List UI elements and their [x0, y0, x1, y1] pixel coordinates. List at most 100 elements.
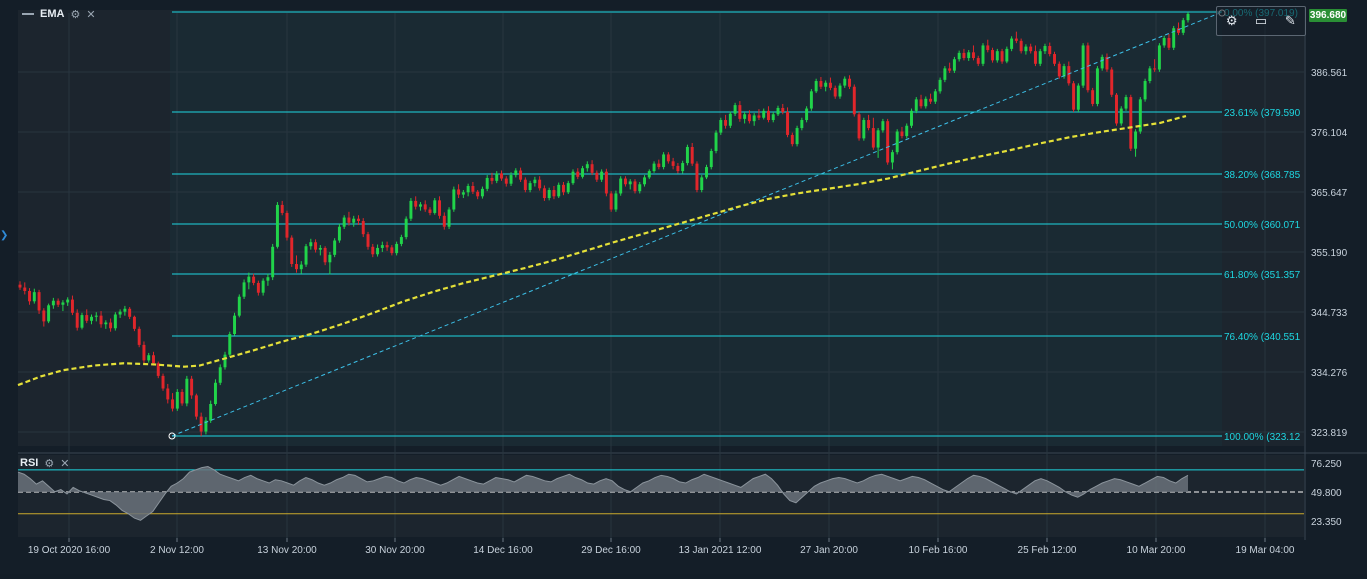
candle-body: [957, 52, 961, 60]
candle-body: [466, 185, 470, 193]
candle-body: [180, 391, 184, 404]
x-tick-label: 29 Dec 16:00: [581, 545, 641, 556]
chevron-right-icon[interactable]: ❯: [0, 230, 9, 241]
candle-body: [967, 52, 971, 59]
candle-body: [547, 190, 551, 199]
candle-body: [80, 315, 84, 328]
settings-icon[interactable]: ⚙: [44, 457, 55, 470]
candle-body: [828, 82, 832, 88]
candle-body: [333, 240, 337, 255]
candle-body: [347, 217, 351, 223]
candle-body: [366, 234, 370, 247]
candle-body: [623, 178, 627, 185]
candle-body: [833, 87, 837, 97]
chart-toolbar: ⚙ ▭ ✎: [1216, 6, 1306, 36]
candle-body: [1057, 63, 1061, 77]
candle-body: [666, 154, 670, 162]
candle-body: [871, 128, 875, 148]
fibonacci-level-label: 50.00% (360.071: [1224, 220, 1301, 231]
candle-body: [357, 218, 360, 221]
candle-body: [209, 403, 213, 421]
candle-body: [962, 52, 966, 59]
candle-body: [1024, 46, 1028, 52]
candle-body: [1181, 20, 1185, 33]
candle-body: [438, 200, 442, 216]
edit-icon[interactable]: ✎: [1284, 13, 1296, 28]
candle-body: [600, 171, 604, 180]
candle-body: [609, 193, 613, 210]
candle-body: [614, 193, 618, 210]
candle-body: [247, 276, 251, 283]
candle-body: [399, 237, 403, 244]
candle-body: [743, 114, 747, 119]
candle-body: [795, 128, 799, 145]
candle-body: [1014, 38, 1018, 41]
candle-body: [457, 189, 461, 195]
candle-body: [1067, 66, 1071, 84]
candle-body: [342, 217, 346, 227]
candle-body: [1010, 38, 1014, 49]
candle-body: [1129, 97, 1133, 149]
candle-body: [695, 163, 699, 191]
candle-body: [838, 85, 842, 97]
candle-body: [1043, 46, 1047, 52]
candle-body: [514, 170, 518, 176]
close-icon[interactable]: ✕: [86, 8, 96, 21]
candle-body: [314, 242, 318, 250]
candle-body: [1172, 28, 1176, 48]
candle-body: [18, 284, 22, 288]
candle-body: [948, 68, 952, 71]
candle-body: [1115, 94, 1118, 124]
candle-body: [51, 300, 55, 306]
y-tick-label: 365.647: [1311, 188, 1348, 199]
candle-body: [90, 316, 93, 321]
candle-body: [604, 171, 608, 194]
candle-body: [995, 51, 999, 61]
candle-body: [700, 177, 704, 191]
rsi-y-tick-label: 49.800: [1311, 488, 1342, 499]
candle-body: [905, 125, 909, 137]
candle-body: [328, 254, 332, 263]
candle-body: [619, 178, 623, 194]
settings-icon[interactable]: ⚙: [70, 8, 81, 21]
candle-body: [590, 164, 594, 173]
y-tick-label: 355.190: [1311, 248, 1348, 259]
close-icon[interactable]: ✕: [60, 457, 70, 470]
candle-body: [881, 121, 885, 131]
candle-body: [190, 378, 194, 396]
candle-body: [1081, 45, 1085, 86]
y-tick-label: 344.733: [1311, 308, 1348, 319]
candle-body: [500, 173, 503, 179]
candle-body: [1076, 85, 1080, 110]
candle-body: [1019, 40, 1023, 52]
fibonacci-level-label: 23.61% (379.590: [1224, 108, 1301, 119]
settings-icon[interactable]: ⚙: [1225, 13, 1238, 28]
candle-body: [986, 45, 990, 51]
candle-body: [166, 388, 170, 400]
x-tick-label: 13 Nov 20:00: [257, 545, 317, 556]
x-tick-label: 19 Mar 04:00: [1236, 545, 1295, 556]
candle-body: [28, 290, 32, 302]
candle-body: [1148, 68, 1152, 82]
candle-body: [538, 179, 542, 189]
candle-body: [652, 163, 656, 172]
candle-body: [104, 322, 108, 325]
candle-body: [490, 177, 494, 181]
candle-body: [781, 107, 785, 112]
candle-body: [223, 354, 227, 368]
candle-body: [423, 204, 427, 210]
candle-body: [628, 181, 632, 185]
candle-body: [175, 391, 179, 409]
fibonacci-level-label: 61.80% (351.357: [1224, 270, 1301, 281]
candle-body: [814, 81, 818, 92]
candle-body: [924, 98, 928, 107]
candle-body: [1062, 66, 1066, 77]
candle-body: [218, 367, 222, 383]
candle-body: [1143, 81, 1147, 100]
candle-body: [800, 120, 804, 129]
candle-body: [476, 191, 480, 197]
candle-body: [390, 247, 394, 254]
layout-icon[interactable]: ▭: [1254, 13, 1268, 28]
candle-body: [123, 308, 127, 312]
x-tick-label: 27 Jan 20:00: [800, 545, 858, 556]
